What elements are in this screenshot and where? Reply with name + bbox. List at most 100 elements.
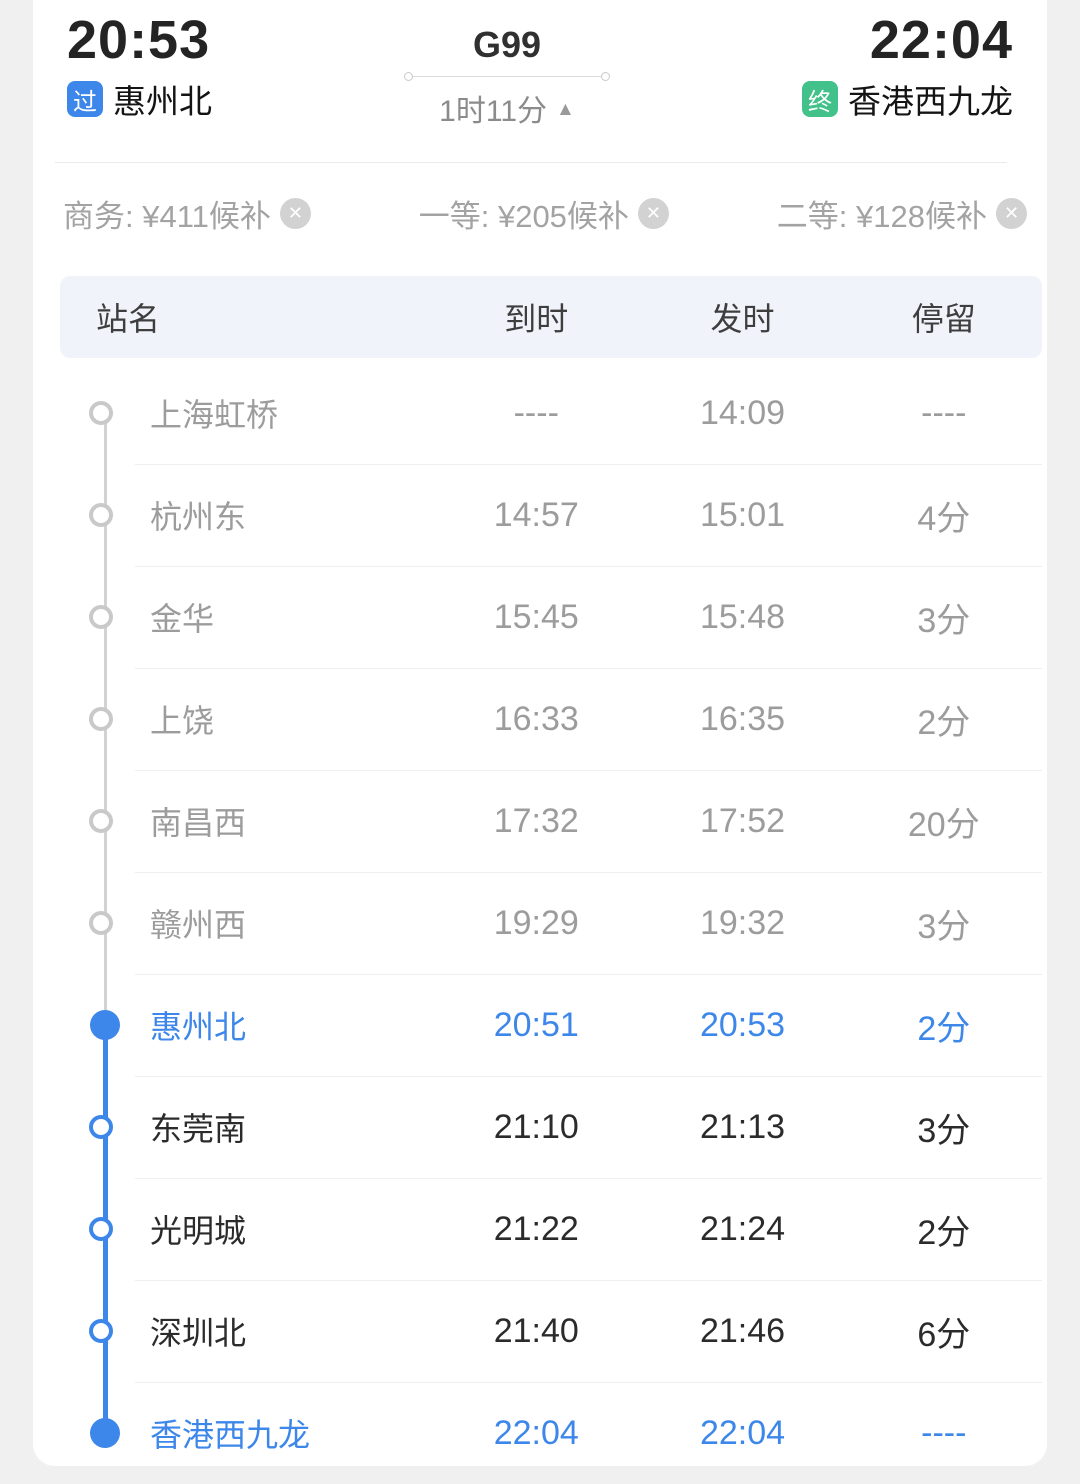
arrive-time-cell: 22:04 (493, 1413, 579, 1452)
timeline-line (102, 1025, 108, 1076)
table-header: 站名 到时 发时 停留 (60, 276, 1042, 358)
arrive-time-cell: 20:51 (493, 1005, 579, 1044)
table-row: 光明城 21:22 21:24 2分 (60, 1178, 1042, 1280)
route-line (404, 72, 610, 81)
trip-header: 20:53 过 惠州北 G99 1时11分 ▲ 22:04 终 香港西九龙 (33, 0, 1047, 130)
depart-time-cell: 21:24 (699, 1209, 786, 1248)
depart-time-cell: 15:48 (699, 597, 786, 636)
collapse-up-icon: ▲ (556, 99, 575, 120)
col-header-depart: 发时 (710, 301, 775, 337)
divider (55, 162, 1007, 163)
depart-time-cell: 17:52 (699, 801, 786, 840)
timeline-marker (89, 809, 113, 833)
depart-time-cell: 14:09 (699, 393, 786, 432)
col-header-station: 站名 (96, 301, 161, 337)
departure-time: 20:53 (67, 10, 211, 70)
station-name-cell: 南昌西 (150, 805, 247, 841)
station-name-cell: 东莞南 (150, 1111, 247, 1147)
timeline-line (102, 1280, 108, 1333)
terminal-station-tag: 终 (802, 81, 838, 118)
train-detail-card: 20:53 过 惠州北 G99 1时11分 ▲ 22:04 终 香港西九龙 商务… (33, 0, 1047, 1466)
timeline-marker (89, 1115, 113, 1139)
stop-duration-cell: 3分 (917, 1111, 971, 1150)
timeline-line (103, 617, 107, 668)
stop-duration-cell: ---- (921, 393, 967, 432)
arrive-time-cell: 21:40 (493, 1311, 579, 1350)
arrive-time-cell: 21:10 (493, 1107, 579, 1146)
station-name-cell: 惠州北 (150, 1009, 247, 1045)
timeline-marker (89, 1319, 113, 1343)
timeline-marker (89, 605, 113, 629)
arrival-time: 22:04 (869, 10, 1013, 70)
table-row: 香港西九龙 22:04 22:04 ---- (60, 1382, 1042, 1484)
timeline-line (103, 923, 107, 974)
station-name-cell: 上饶 (150, 703, 215, 739)
arrive-time-cell: 15:45 (493, 597, 579, 636)
depart-time-cell: 21:46 (699, 1311, 786, 1350)
timeline-line (103, 719, 107, 770)
timeline-line (103, 668, 107, 721)
timeline-line (102, 1229, 108, 1280)
col-header-arrive: 到时 (504, 301, 569, 337)
timeline-marker (89, 707, 113, 731)
station-name-cell: 深圳北 (150, 1315, 247, 1351)
table-row: 惠州北 20:51 20:53 2分 (60, 974, 1042, 1076)
close-icon[interactable]: ✕ (637, 198, 669, 229)
timeline-line (102, 1331, 108, 1382)
depart-time-cell: 21:13 (699, 1107, 786, 1146)
train-info-block: G99 1时11分 ▲ (404, 10, 610, 130)
depart-time-cell: 19:32 (699, 903, 786, 942)
table-row: 赣州西 19:29 19:32 3分 (60, 872, 1042, 974)
table-row: 上饶 16:33 16:35 2分 (60, 668, 1042, 770)
depart-time-cell: 20:53 (699, 1005, 786, 1044)
station-name-cell: 金华 (150, 601, 215, 637)
arrive-time-cell: ---- (513, 393, 559, 432)
table-row: 金华 15:45 15:48 3分 (60, 566, 1042, 668)
station-name-cell: 赣州西 (150, 907, 247, 943)
stop-duration-cell: 3分 (917, 907, 971, 946)
timeline-line (102, 1382, 108, 1435)
table-row: 深圳北 21:40 21:46 6分 (60, 1280, 1042, 1382)
table-row: 杭州东 14:57 15:01 4分 (60, 464, 1042, 566)
timeline-marker (89, 401, 113, 425)
arrive-time-cell: 21:22 (493, 1209, 579, 1248)
arrive-time-cell: 19:29 (493, 903, 579, 942)
duration-toggle[interactable]: 1时11分 ▲ (439, 86, 575, 130)
timeline-line (103, 872, 107, 925)
fare-label: 一等: ¥205候补 (418, 199, 629, 234)
timeline-line (103, 974, 107, 1027)
timeline-line (103, 515, 107, 566)
timeline-line (102, 1076, 108, 1129)
table-row: 上海虹桥 ---- 14:09 ---- (60, 362, 1042, 464)
close-icon[interactable]: ✕ (279, 198, 311, 229)
timeline-marker (89, 1217, 113, 1241)
station-name-cell: 上海虹桥 (150, 397, 279, 433)
table-row: 南昌西 17:32 17:52 20分 (60, 770, 1042, 872)
timeline-line (102, 1178, 108, 1231)
stop-duration-cell: 2分 (917, 703, 971, 742)
timeline-line (102, 1127, 108, 1178)
table-row: 东莞南 21:10 21:13 3分 (60, 1076, 1042, 1178)
station-name-cell: 香港西九龙 (150, 1417, 311, 1453)
stop-duration-cell: ---- (921, 1413, 967, 1452)
pass-station-tag: 过 (67, 81, 103, 118)
arrival-block: 22:04 终 香港西九龙 (802, 10, 1013, 123)
fare-label: 二等: ¥128候补 (776, 199, 987, 234)
arrive-time-cell: 16:33 (493, 699, 579, 738)
arrive-time-cell: 17:32 (493, 801, 579, 840)
fare-first-class: 一等: ¥205候补 ✕ (419, 191, 669, 236)
depart-time-cell: 22:04 (699, 1413, 786, 1452)
timeline-line (103, 413, 107, 464)
fare-label: 商务: ¥411候补 (63, 199, 271, 234)
station-name-cell: 杭州东 (150, 499, 247, 535)
station-name-cell: 光明城 (150, 1213, 247, 1249)
stop-duration-cell: 4分 (917, 499, 971, 538)
timeline-line (103, 566, 107, 619)
fare-business: 商务: ¥411候补 ✕ (63, 191, 311, 236)
timeline-line (103, 821, 107, 872)
close-icon[interactable]: ✕ (995, 198, 1027, 229)
timeline-marker (89, 911, 113, 935)
depart-time-cell: 15:01 (699, 495, 786, 534)
arrive-time-cell: 14:57 (493, 495, 579, 534)
stop-duration-cell: 2分 (917, 1213, 971, 1252)
